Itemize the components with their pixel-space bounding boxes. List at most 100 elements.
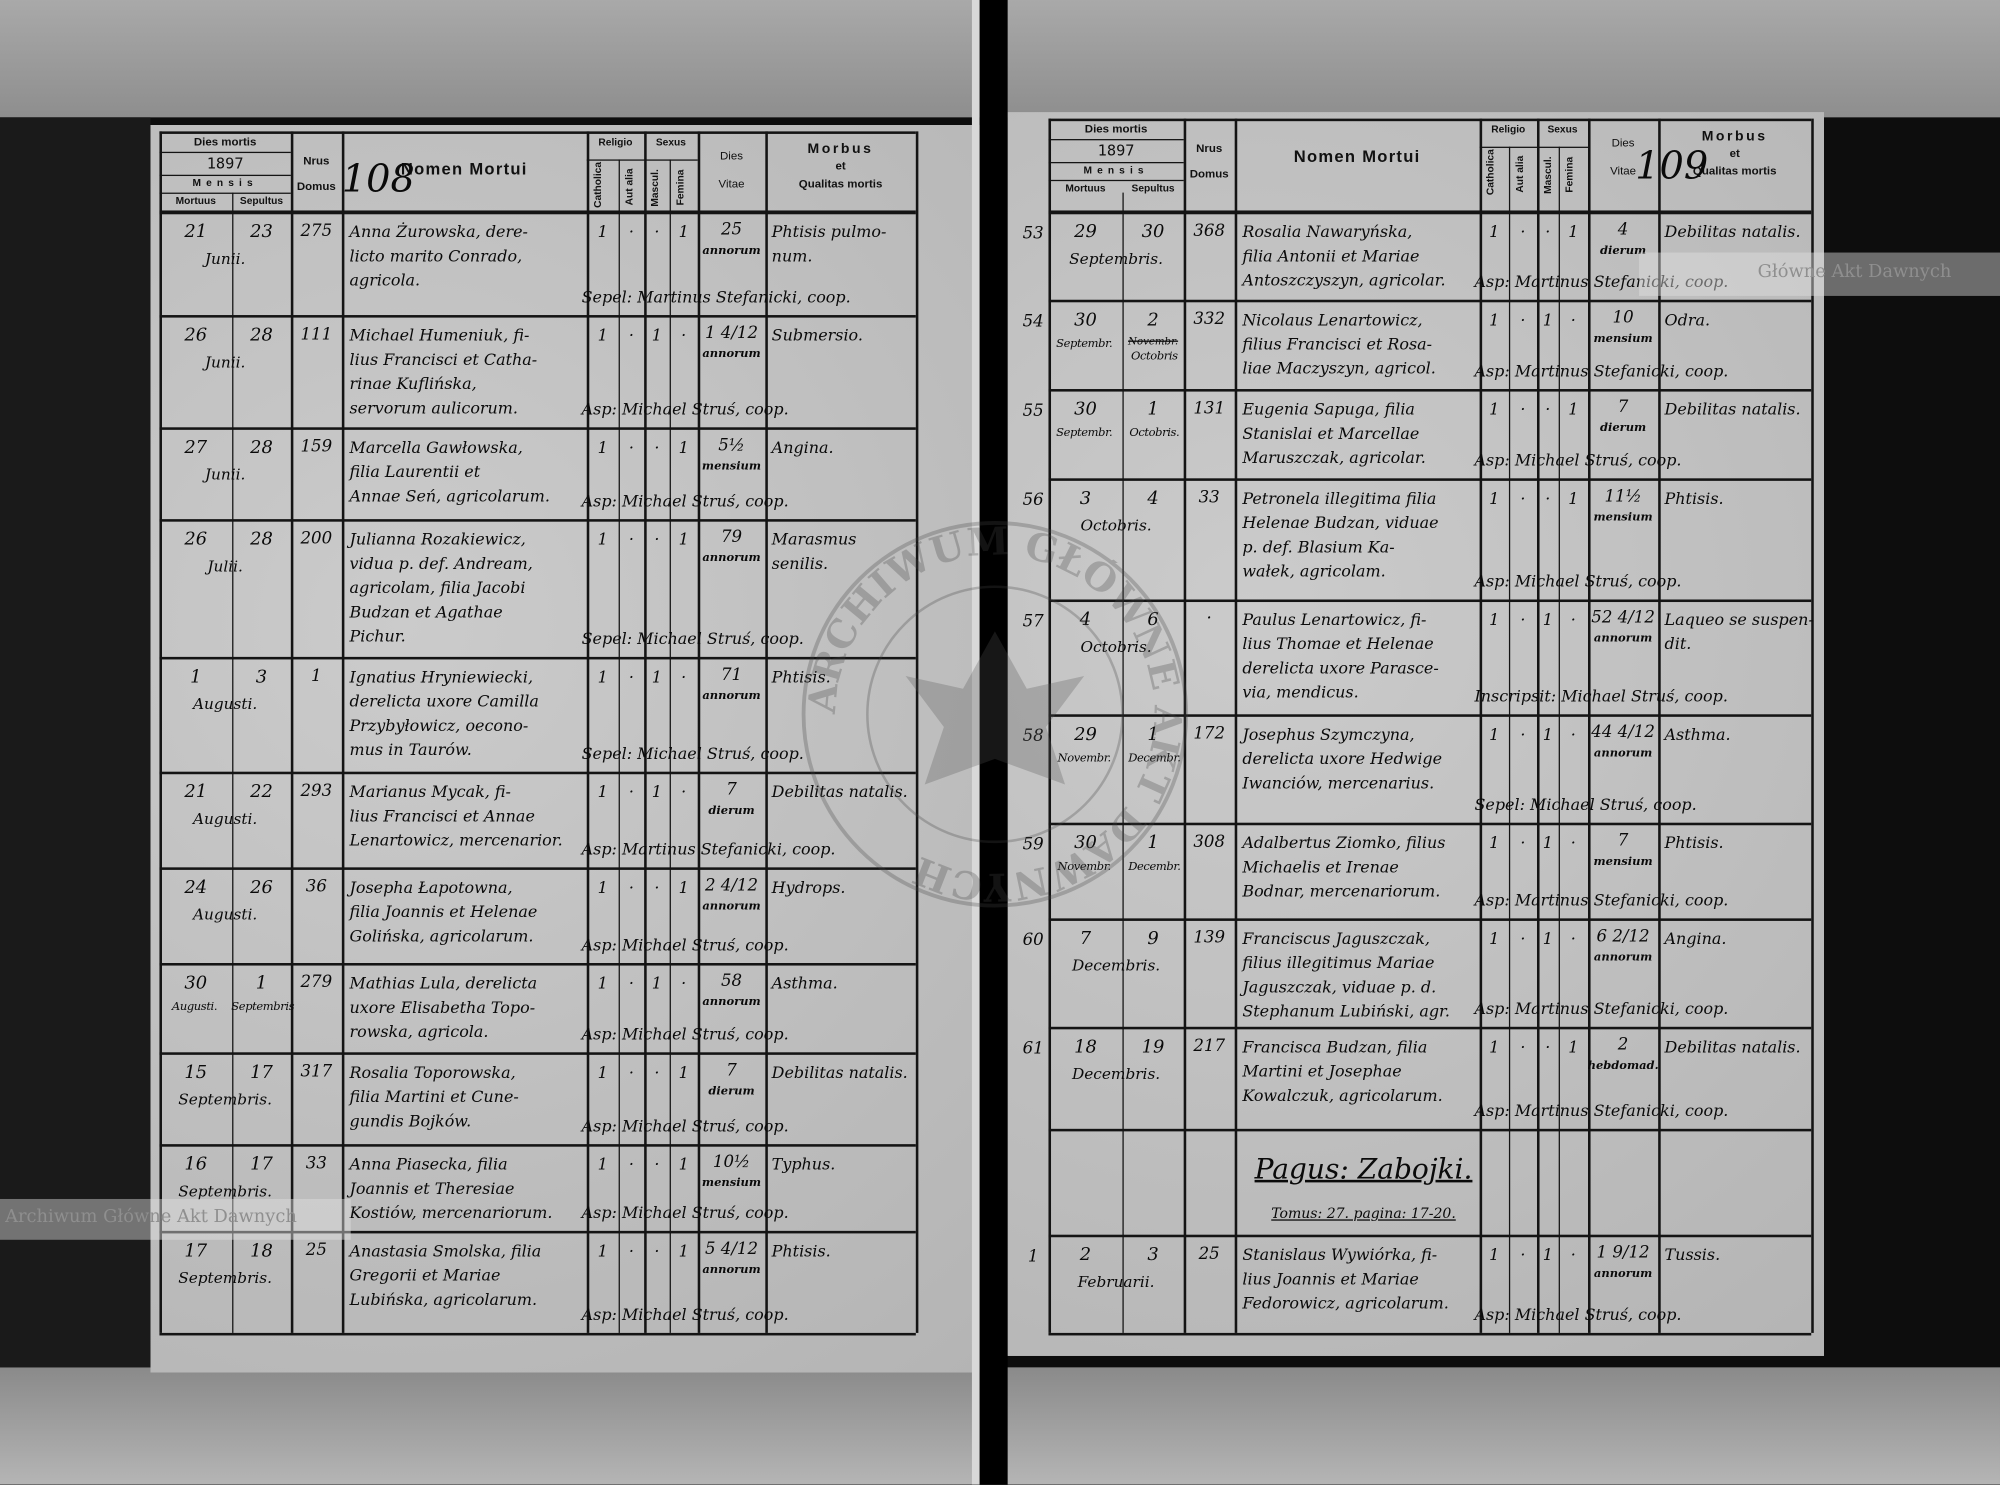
header-nrus: Nrus	[1196, 141, 1223, 155]
sexus-femina-mark: ·	[1570, 309, 1576, 330]
column-rule	[697, 131, 701, 1333]
month: Septembris.	[178, 1090, 273, 1109]
age-unit: annorum	[1593, 632, 1653, 646]
deceased-name-line: Iwanciów, mercenarius.	[1242, 772, 1435, 793]
sexus-mascul-mark: ·	[654, 877, 660, 897]
officiant-signature: Sepel: Michael Struś, coop.	[581, 628, 804, 648]
header-religio: Religio	[1491, 123, 1526, 136]
deceased-name-line: Budzan et Agathae	[349, 602, 503, 622]
officiant-signature: Asp: Michael Struś, coop.	[581, 399, 789, 419]
month-sepultus: Decembr.	[1128, 752, 1181, 766]
header-mensis: Mensis	[192, 177, 258, 189]
age-unit: annorum	[702, 900, 761, 914]
officiant-signature: Asp: Martinus Stefanicki, coop.	[581, 839, 836, 859]
month: Decembris.	[1071, 956, 1161, 975]
deceased-name-line: Nicolaus Lenartowicz,	[1242, 309, 1423, 330]
deceased-name-line: p. def. Blasium Ka-	[1242, 536, 1395, 557]
deceased-name-line: Lenartowicz, mercenarior.	[349, 830, 563, 850]
officiant-signature: Asp: Michael Struś, coop.	[581, 1116, 789, 1136]
deceased-name-line: servorum aulicorum.	[349, 397, 518, 418]
deceased-name-line: Lubińska, agricolarum.	[349, 1289, 538, 1309]
deceased-name-line: Petronela illegitima filia	[1242, 488, 1437, 508]
age-value: 7	[1617, 397, 1629, 418]
row-rule	[159, 1332, 916, 1336]
religio-aut-alia-mark: ·	[1520, 832, 1526, 853]
date-sepultus: 30	[1141, 221, 1165, 243]
deceased-name-line: Annae Seń, agricolarum.	[349, 485, 550, 506]
cause-of-death-line: Angina.	[1664, 928, 1727, 948]
row-number: 55	[1022, 401, 1044, 421]
column-rule	[1183, 118, 1187, 1333]
house-number: 317	[300, 1062, 333, 1082]
row-rule	[159, 1052, 916, 1055]
sexus-mascul-mark: ·	[654, 437, 660, 457]
date-sepultus: 9	[1147, 928, 1159, 949]
sexus-femina-mark: 1	[678, 221, 689, 242]
header-et: et	[1729, 146, 1740, 160]
header-religio: Religio	[598, 136, 633, 148]
column-rule	[644, 131, 647, 1333]
cause-of-death-line: Debilitas natalis.	[1664, 399, 1801, 419]
month-mortuus: Augusti.	[171, 1001, 218, 1015]
eagle-emblem-icon	[905, 631, 1085, 785]
date-sepultus: 1	[1147, 399, 1159, 420]
cause-of-death-line: Phtisis.	[771, 667, 831, 687]
month: Februarii.	[1077, 1272, 1155, 1291]
sexus-mascul-mark: ·	[1545, 488, 1551, 508]
religio-catholica-mark: 1	[1489, 399, 1500, 419]
column-rule	[341, 131, 345, 1333]
cause-of-death-line: Asthma.	[1664, 724, 1731, 744]
cause-of-death-line: Debilitas natalis.	[1664, 1036, 1801, 1057]
row-rule	[1048, 918, 1812, 921]
deceased-name-line: Marianus Mycak, fi-	[349, 781, 511, 802]
header-rule	[1048, 179, 1184, 182]
sexus-mascul-mark: ·	[654, 1062, 660, 1082]
religio-aut-alia-mark: ·	[1520, 399, 1526, 419]
house-number: 200	[300, 529, 333, 549]
religio-aut-alia-mark: ·	[628, 437, 634, 457]
house-number: 275	[300, 221, 333, 242]
sexus-femina-mark: ·	[681, 973, 687, 993]
deceased-name-line: Rosalia Nawaryńska,	[1242, 221, 1413, 242]
religio-catholica-mark: 1	[1489, 309, 1500, 330]
table-top-border	[159, 131, 916, 134]
house-number: 172	[1193, 724, 1226, 744]
age-unit: mensium	[701, 1177, 762, 1191]
date-sepultus: 6	[1147, 609, 1159, 631]
header-rule	[159, 151, 291, 154]
column-rule	[1658, 118, 1661, 1333]
header-bottom-border	[159, 210, 916, 215]
deceased-name-line: derelicta uxore Parasce-	[1242, 658, 1439, 678]
religio-aut-alia-mark: ·	[628, 1154, 634, 1174]
deceased-name-line: Anna Żurowska, dere-	[349, 221, 528, 242]
column-rule	[1122, 192, 1124, 1333]
header-rule	[1048, 161, 1184, 164]
column-rule	[290, 131, 294, 1333]
date-sepultus: 3	[1147, 1244, 1159, 1266]
watermark-band-right	[1639, 252, 2000, 296]
age-value: 71	[720, 665, 743, 685]
deceased-name-line: uxore Elisabetha Topo-	[349, 997, 536, 1017]
age-value: 10	[1612, 308, 1634, 328]
page-number: 108	[341, 156, 415, 202]
sexus-mascul-mark: ·	[1545, 399, 1551, 419]
header-rule	[1479, 146, 1589, 148]
header-vitae: Vitae	[1610, 164, 1637, 178]
deceased-name-line: filia Laurentii et	[349, 461, 481, 481]
header-nomen-mortui: Nomen Mortui	[400, 159, 528, 179]
house-number: 159	[300, 437, 333, 457]
religio-catholica-mark: 1	[597, 1154, 608, 1174]
watermark-left: Archiwum Główne Akt Dawnych	[5, 1206, 297, 1228]
house-number: 217	[1193, 1036, 1226, 1057]
house-number: 368	[1193, 221, 1226, 242]
age-unit: annorum	[702, 996, 761, 1009]
month-mortuus: Novembr.	[1057, 860, 1112, 874]
house-number: 332	[1193, 309, 1226, 330]
age-value: 5 4/12	[704, 1239, 759, 1259]
sexus-mascul-mark: 1	[651, 325, 662, 345]
date-sepultus: 1	[255, 973, 268, 994]
age-value: 7	[726, 1061, 737, 1081]
row-rule	[1048, 822, 1812, 826]
religio-aut-alia-mark: ·	[628, 1062, 634, 1082]
religio-aut-alia-mark: ·	[628, 1241, 634, 1261]
